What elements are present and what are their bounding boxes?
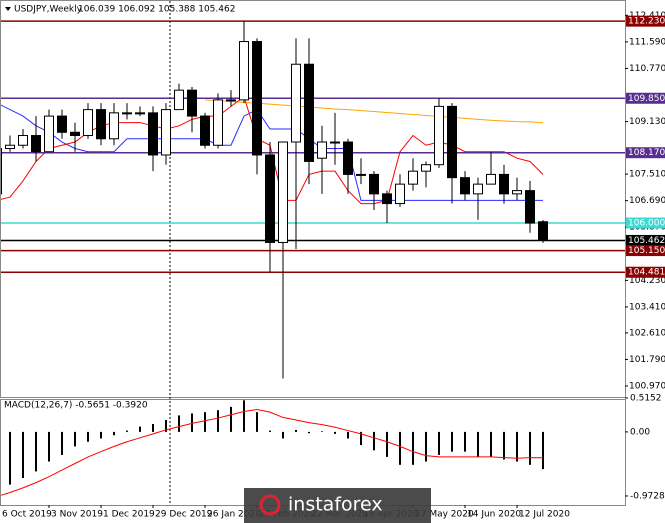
y-tick-label: 104.230 xyxy=(629,276,665,286)
candle-body xyxy=(512,190,522,195)
candle-body xyxy=(96,109,106,140)
level-label-box xyxy=(626,147,665,159)
candle-body xyxy=(369,173,379,195)
level-label: 105.462 xyxy=(628,236,665,246)
level-label-box xyxy=(626,245,665,257)
level-label: 109.850 xyxy=(628,94,665,104)
watermark-logo xyxy=(259,494,281,516)
y-tick-label: 109.130 xyxy=(629,117,665,127)
candle-body xyxy=(343,141,353,175)
level-label-box xyxy=(626,15,665,27)
candle-body xyxy=(265,154,275,243)
watermark-box xyxy=(244,488,431,523)
candle-body xyxy=(330,141,340,144)
x-tick-label: 12 Jul 2020 xyxy=(519,510,570,520)
candle-body xyxy=(57,115,67,133)
y-tick-label: 110.770 xyxy=(629,64,665,74)
candle-body xyxy=(460,177,470,195)
y-tick-label: 101.790 xyxy=(629,355,665,365)
candle-body xyxy=(122,112,132,115)
level-label: 112.230 xyxy=(628,17,665,27)
candle-body xyxy=(304,63,314,162)
y-tick-label: 107.510 xyxy=(629,170,665,180)
y-tick-label: 106.690 xyxy=(629,196,665,206)
candle-body xyxy=(18,135,28,146)
macd-title: MACD(12,26,7) -0.5651 -0.3920 xyxy=(4,401,148,411)
x-tick-label: 17 May 2020 xyxy=(415,510,474,520)
candle-body xyxy=(395,183,405,205)
candle-body xyxy=(148,112,158,156)
x-tick-label: 6 Oct 2019 xyxy=(2,510,52,520)
candle-body xyxy=(291,63,301,143)
macd-panel xyxy=(0,399,626,506)
candle-body xyxy=(135,112,145,115)
chart-title: USDJPY,Weekly xyxy=(14,5,83,15)
candle-body xyxy=(421,164,431,172)
y-tick-label: 111.590 xyxy=(629,37,665,47)
macd-plot xyxy=(1,400,544,496)
candle-body xyxy=(408,170,418,185)
level-label: 106.000 xyxy=(628,219,665,229)
watermark: instaforex xyxy=(244,488,431,523)
y-tick-label: 102.610 xyxy=(629,328,665,338)
main-plot xyxy=(1,20,625,379)
candle-body xyxy=(70,131,80,137)
candle-body xyxy=(486,173,496,185)
candle-body xyxy=(5,144,15,149)
candle-body xyxy=(226,99,236,102)
candle-body xyxy=(447,105,457,179)
level-label: 104.481 xyxy=(628,268,665,278)
x-tick-label: 29 Dec 2019 xyxy=(155,510,213,520)
x-tick-label: 1 Dec 2019 xyxy=(103,510,155,520)
menu-icon xyxy=(5,7,11,11)
candle-body xyxy=(434,105,444,166)
candle-body xyxy=(317,141,327,159)
candle-body xyxy=(200,115,210,146)
candle-body xyxy=(473,183,483,195)
candle-body xyxy=(499,173,509,195)
candle-body xyxy=(252,41,262,156)
candle-body xyxy=(525,190,535,224)
x-tick-label: 14 Jun 2020 xyxy=(467,510,521,520)
candle-body xyxy=(278,141,288,243)
y-tick-label: 0.00 xyxy=(630,427,650,437)
candle-body xyxy=(109,112,119,140)
y-tick-label: 103.410 xyxy=(629,302,665,312)
ohlc-header: 106.039 106.092 105.388 105.462 xyxy=(78,5,235,15)
candle-body xyxy=(213,99,223,146)
x-tick-label: 3 Nov 2019 xyxy=(51,510,103,520)
candle-body xyxy=(44,115,54,153)
level-label-box xyxy=(626,234,665,246)
level-label: 108.170 xyxy=(628,148,665,158)
candle-body xyxy=(239,41,249,101)
level-label-box xyxy=(626,92,665,104)
watermark-text: instaforex xyxy=(288,494,383,516)
candle-body xyxy=(31,135,41,153)
candle-body xyxy=(1,147,2,195)
x-tick-label: 26 Jan 2020 xyxy=(207,510,261,520)
candle-body xyxy=(538,221,548,241)
candle-body xyxy=(174,89,184,111)
candle-body xyxy=(187,89,197,117)
y-tick-label: 100.970 xyxy=(629,382,665,392)
candle-body xyxy=(382,193,392,205)
candle-body xyxy=(83,109,93,137)
signal-line xyxy=(1,408,544,496)
y-tick-label: 0.5152 xyxy=(630,393,662,403)
level-label-box xyxy=(626,217,665,229)
level-label-box xyxy=(626,266,665,278)
candle-body xyxy=(161,109,171,156)
level-label: 105.150 xyxy=(628,246,665,256)
y-tick-label: -0.9728 xyxy=(630,491,665,501)
candle-body xyxy=(356,173,366,176)
